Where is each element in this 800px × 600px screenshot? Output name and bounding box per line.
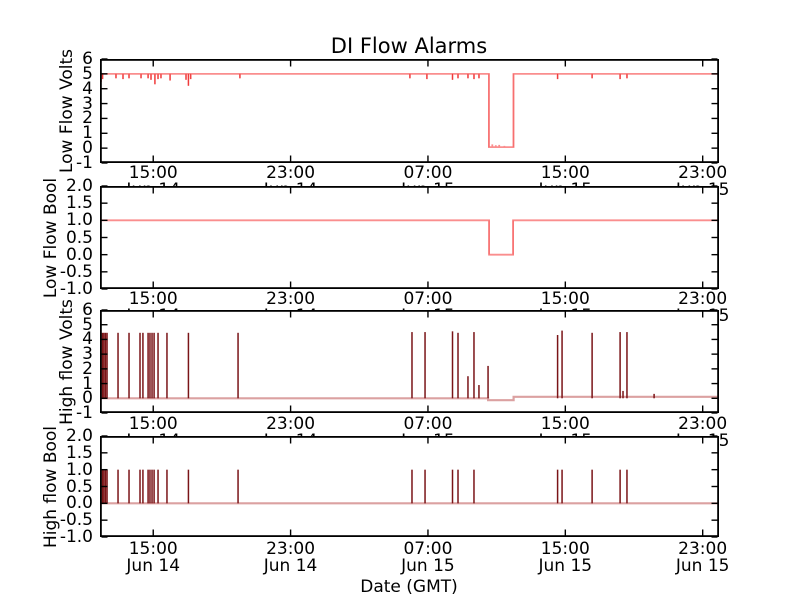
y-tick-label: 6	[82, 49, 93, 69]
y-tick-label: 4	[82, 78, 93, 99]
plot-svg	[99, 309, 720, 414]
x-tick-time-label: 15:00	[540, 539, 590, 559]
series-line	[100, 72, 719, 148]
plot-svg	[99, 58, 720, 164]
x-tick-date-label: Jun 15	[538, 556, 593, 576]
plot-svg	[99, 435, 720, 538]
y-tick-label: 2	[82, 108, 93, 129]
x-tick-time-label: 07:00	[403, 539, 453, 559]
chart-title: DI Flow Alarms	[330, 34, 488, 58]
x-tick-time-label: 15:00	[128, 289, 178, 309]
y-tick-label: 1.0	[65, 459, 93, 480]
x-tick-time-label: 23:00	[678, 539, 728, 559]
x-tick-time-label: 23:00	[678, 289, 728, 309]
y-tick-label: 5	[82, 63, 93, 84]
y-tick-label: 5	[82, 314, 93, 335]
y-tick-label: -0.5	[59, 510, 93, 531]
axes-frame	[99, 185, 720, 289]
series-line	[100, 219, 719, 256]
x-tick-time-label: 15:00	[540, 289, 590, 309]
y-tick-label: 2.0	[65, 176, 93, 196]
axes-frame	[99, 309, 720, 413]
x-tick-time-label: 15:00	[540, 414, 590, 434]
y-tick-label: 3	[82, 344, 93, 365]
y-tick-label: -1.0	[59, 527, 93, 547]
y-tick-label: 1	[82, 373, 93, 394]
y-tick-label: 2.0	[65, 426, 93, 446]
y-tick-label: 3	[82, 93, 93, 114]
x-tick-date-label: Jun 14	[126, 556, 181, 576]
x-tick-time-label: 15:00	[128, 163, 178, 183]
x-tick-date-label: Jun 15	[675, 556, 730, 576]
y-tick-label: 0	[82, 388, 93, 409]
x-tick-time-label: 23:00	[678, 414, 728, 434]
y-tick-label: 1.0	[65, 210, 93, 231]
x-tick-time-label: 23:00	[266, 289, 316, 309]
x-tick-date-label: Jun 15	[401, 556, 455, 576]
y-tick-label: 1	[82, 123, 93, 144]
x-tick-time-label: 23:00	[266, 414, 316, 434]
y-tick-label: 0.0	[65, 244, 93, 265]
baseline-line	[100, 395, 719, 402]
y-tick-label: -1	[76, 403, 93, 423]
y-tick-label: 1.5	[65, 193, 93, 214]
x-tick-time-label: 15:00	[128, 414, 178, 434]
subplot-low-flow-volts	[99, 58, 720, 164]
subplot-low-flow-bool	[99, 185, 720, 290]
x-tick-time-label: 07:00	[403, 163, 453, 183]
y-tick-label: 0.0	[65, 493, 93, 514]
plot-svg	[99, 185, 720, 290]
subplot-high-flow-bool	[99, 435, 720, 538]
y-tick-label: 1.5	[65, 442, 93, 463]
subplot-high-flow-volts	[99, 309, 720, 414]
x-tick-time-label: 23:00	[266, 539, 316, 559]
y-tick-label: 0.5	[65, 476, 93, 497]
y-tick-label: -0.5	[59, 261, 93, 282]
y-tick-label: -1	[76, 153, 93, 173]
y-tick-label: 2	[82, 358, 93, 379]
y-tick-label: 4	[82, 329, 93, 350]
x-tick-time-label: 15:00	[128, 539, 178, 559]
x-tick-time-label: 23:00	[678, 163, 728, 183]
y-tick-label: 0.5	[65, 227, 93, 248]
x-axis-title: Date (GMT)	[360, 577, 458, 597]
y-tick-label: 0	[82, 138, 93, 159]
x-tick-time-label: 07:00	[403, 414, 453, 434]
axes-frame	[99, 435, 720, 537]
x-tick-date-label: Jun 14	[263, 556, 318, 576]
x-tick-time-label: 23:00	[266, 163, 316, 183]
x-tick-time-label: 15:00	[540, 163, 590, 183]
x-tick-time-label: 07:00	[403, 289, 453, 309]
y-tick-label: 6	[82, 300, 93, 320]
axes-frame	[99, 58, 720, 163]
y-tick-label: -1.0	[59, 279, 93, 299]
